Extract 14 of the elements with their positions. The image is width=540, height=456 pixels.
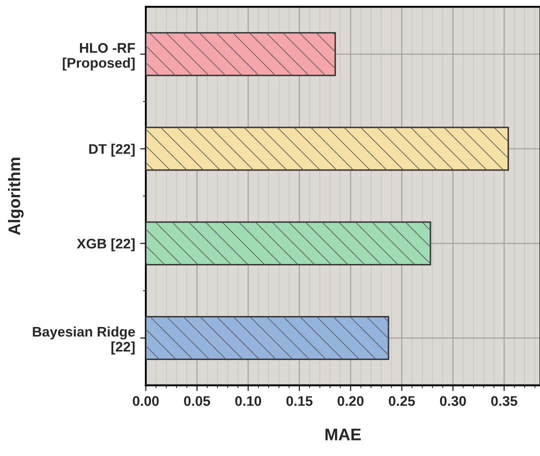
x-tick-label: 0.05 — [184, 396, 210, 406]
x-tick-label: 0.30 — [440, 396, 466, 406]
y-tick-label: HLO -RF [Proposed] — [62, 43, 135, 71]
x-axis-title: MAE — [325, 428, 361, 440]
x-tick-label: 0.00 — [132, 396, 159, 406]
x-tick-label: 0.35 — [491, 396, 518, 406]
y-tick-label: Bayesian Ridge [22] — [32, 326, 135, 354]
y-tick-label: DT [22] — [89, 144, 135, 157]
x-tick-label: 0.15 — [286, 396, 313, 406]
y-axis-title: Algorithm — [8, 158, 24, 236]
x-tick-label: 0.20 — [338, 396, 364, 406]
x-tick-label: 0.10 — [235, 396, 262, 406]
x-tick-label: 0.25 — [388, 396, 415, 406]
y-tick-label: XGB [22] — [76, 238, 135, 252]
